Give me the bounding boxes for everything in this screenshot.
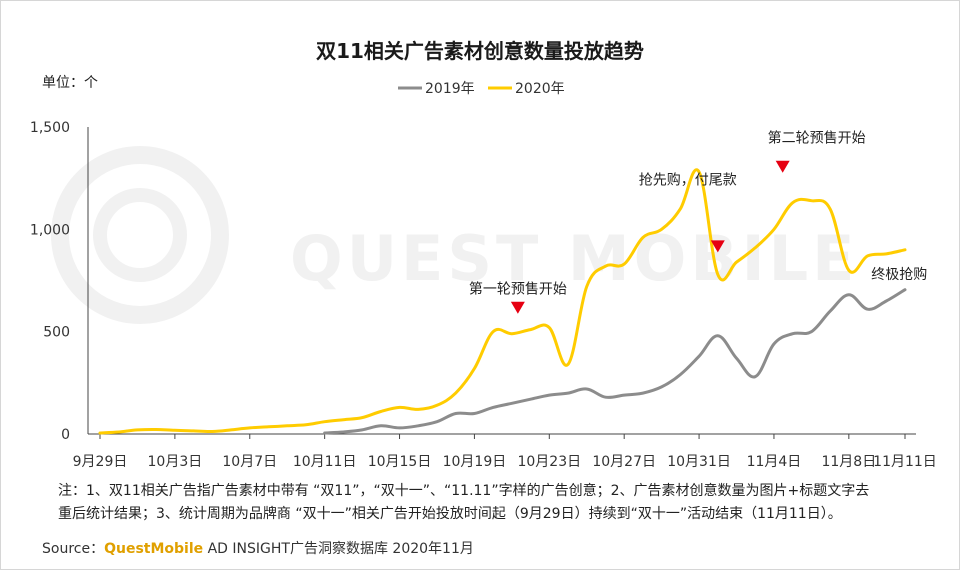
x-tick-label: 10月23日 [517,454,581,470]
y-tick-label: 500 [43,325,70,341]
event-arrow-icon [510,301,525,314]
x-tick-label: 10月3日 [148,454,203,470]
x-tick-label: 10月19日 [443,454,507,470]
legend-label-2020: 2020年 [515,81,565,97]
y-tick-label: 0 [61,427,70,443]
event-label: 第一轮预售开始 [469,281,567,298]
footnote-line-2: 重后统计结果；3、统计周期为品牌商 “双十一”相关广告开始投放时间起（9月29日… [58,505,842,522]
watermark: QUEST MOBILE [51,146,859,324]
legend: 2019年 2020年 [398,81,565,97]
x-tick-label: 10月15日 [368,454,432,470]
series-line-2020 [98,168,907,435]
event-label: 第二轮预售开始 [768,130,866,147]
watermark-logo-icon [51,146,229,324]
series-lines [98,168,907,435]
event-arrow-icon [775,160,790,173]
source-brand: QuestMobile [104,541,203,557]
unit-label: 单位：个 [42,75,98,91]
x-tick-label: 11月4日 [747,454,802,470]
source-prefix: Source： [42,541,104,557]
source-rest: AD INSIGHT广告洞察数据库 2020年11月 [203,540,474,557]
chart-title: 双11相关广告素材创意数量投放趋势 [316,39,644,63]
x-ticks: 9月29日 10月3日 10月7日 10月11日 10月15日 10月19日 10月23日 1… [73,434,937,470]
x-tick-label: 10月11日 [293,454,357,470]
footnote-line-1: 注：1、双11相关广告指广告素材中带有 “双11”，“双十一”、“11.11”字… [58,482,869,499]
watermark-text: QUEST MOBILE [290,222,859,295]
x-tick-label: 11月8日 [821,454,876,470]
event-label: 抢先购，付尾款 [639,171,737,188]
event-label: 终极抢购 [871,266,927,283]
x-tick-label: 10月27日 [592,454,656,470]
x-tick-label: 9月29日 [73,454,128,470]
y-tick-label: 1,000 [30,222,70,238]
series-line-2019 [323,288,907,435]
event-arrow-icon [710,240,725,253]
watermark-logo-inner-icon [93,188,187,282]
x-tick-label: 10月7日 [222,454,277,470]
y-ticks: 0 500 1,000 1,500 [30,120,70,443]
source-line: Source：QuestMobile AD INSIGHT广告洞察数据库 202… [42,540,474,557]
y-tick-label: 1,500 [30,120,70,136]
x-tick-label: 10月31日 [667,454,731,470]
x-tick-label: 11月11日 [873,454,937,470]
legend-label-2019: 2019年 [425,81,475,97]
